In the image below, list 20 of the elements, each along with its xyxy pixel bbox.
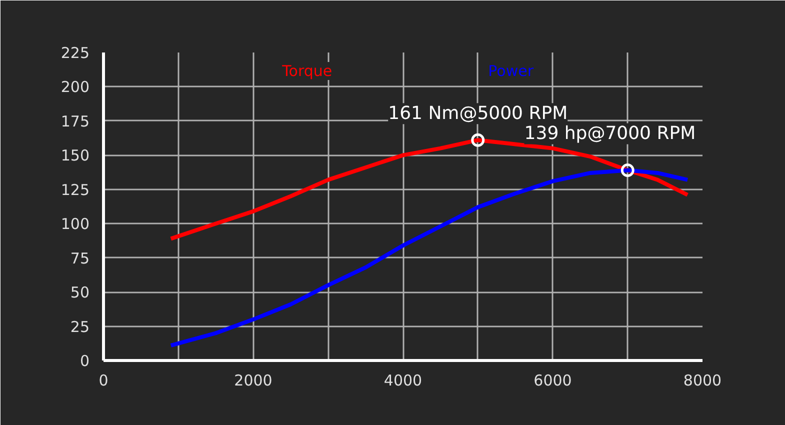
y-tick-label: 225 (60, 44, 90, 62)
annotation: 161 Nm@5000 RPM (388, 103, 568, 124)
y-tick-label: 0 (80, 352, 90, 370)
text: Power (488, 62, 534, 80)
x-tick-label: 0 (98, 372, 108, 390)
x-tick-label: 8000 (683, 372, 722, 390)
x-tick-label: 6000 (534, 372, 572, 390)
x-tick-label: 2000 (234, 372, 272, 390)
y-tick-label: 200 (60, 78, 90, 96)
y-tick-label: 75 (70, 249, 90, 268)
line-series (168, 168, 690, 348)
y-tick-label: 50 (70, 284, 90, 302)
y-tick-label: 100 (60, 215, 90, 234)
text: Torque (281, 62, 332, 80)
y-tick-label: 25 (70, 318, 90, 336)
y-tick-label: 175 (60, 112, 90, 130)
y-tick-label: 150 (60, 146, 90, 165)
annotation: 139 hp@7000 RPM (524, 123, 696, 144)
x-tick-label: 4000 (384, 372, 422, 390)
y-tick-label: 125 (60, 180, 90, 199)
